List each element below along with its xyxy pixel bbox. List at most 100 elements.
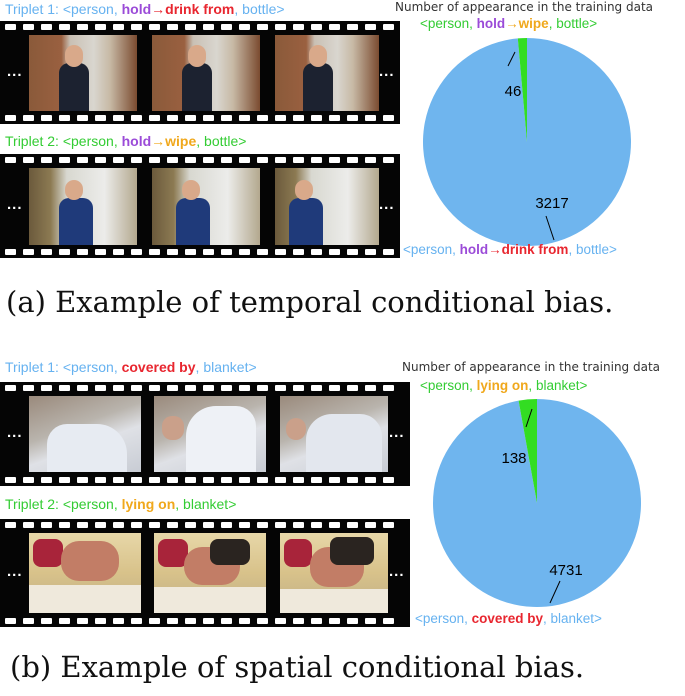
pie-slice-wipe [517, 38, 527, 142]
film-sprocket [185, 24, 196, 30]
film-sprocket [59, 522, 70, 528]
film-sprocket [203, 522, 214, 528]
arrow-glyph: → [151, 1, 166, 17]
film-sprocket [311, 618, 322, 624]
film-sprocket [275, 618, 286, 624]
film-sprocket [23, 618, 34, 624]
film-sprocket [203, 477, 214, 483]
film-sprocket [383, 522, 394, 528]
film-sprocket [95, 618, 106, 624]
film-sprocket [347, 477, 358, 483]
label-prefix: <person, [403, 242, 460, 257]
film-sprocket [293, 24, 304, 30]
film-sprocket [5, 249, 16, 255]
film-sprocket [275, 157, 286, 163]
film-sprocket [149, 24, 160, 30]
verb-hold: hold [476, 16, 506, 31]
film-sprocket [113, 618, 124, 624]
triplet-prefix: Triplet 1: <person, [5, 359, 122, 375]
film-strip-b2: ... ... [0, 519, 410, 627]
leader-line [507, 51, 516, 67]
film-sprocket [365, 157, 376, 163]
film-sprocket [59, 385, 70, 391]
caption-a: (a) Example of temporal conditional bias… [6, 285, 614, 319]
film-sprocket [365, 385, 376, 391]
film-sprocket [167, 115, 178, 121]
object-bottle: bottle> [204, 133, 247, 149]
leader-line [549, 580, 561, 604]
film-sprocket [59, 618, 70, 624]
film-sprocket [23, 522, 34, 528]
film-sprocket [329, 157, 340, 163]
relation-lying-on: lying on [476, 378, 529, 393]
film-sprocket [59, 115, 70, 121]
chart-title-b: Number of appearance in the training dat… [402, 360, 661, 374]
arrow-glyph: → [151, 133, 166, 149]
film-sprocket [131, 477, 142, 483]
film-sprocket [5, 477, 16, 483]
film-strip-a1: ... ... [0, 21, 400, 124]
film-sprocket [257, 24, 268, 30]
verb-wipe: wipe [165, 133, 197, 149]
pie-a-minor-label: <person, hold→wipe, bottle> [420, 16, 597, 31]
film-sprocket [23, 249, 34, 255]
film-sprocket [41, 157, 52, 163]
film-sprocket [185, 618, 196, 624]
ellipsis-right: ... [389, 424, 405, 441]
film-sprocket [275, 24, 286, 30]
film-sprocket [185, 115, 196, 121]
film-sprocket [257, 249, 268, 255]
film-sprocket [329, 24, 340, 30]
chart-title-a: Number of appearance in the training dat… [395, 0, 654, 14]
film-sprocket [365, 522, 376, 528]
pie-value-138: 138 [501, 450, 526, 467]
film-sprocket [131, 157, 142, 163]
film-sprocket [221, 522, 232, 528]
film-sprocket [5, 385, 16, 391]
film-sprocket [311, 157, 322, 163]
film-sprocket [257, 618, 268, 624]
film-sprocket [203, 157, 214, 163]
film-sprocket [293, 385, 304, 391]
object-blanket: blanket> [183, 496, 237, 512]
pie-value-4731: 4731 [549, 562, 582, 579]
pie-b-major-label: <person, covered by, blanket> [415, 611, 602, 626]
video-frame [154, 533, 266, 613]
film-sprocket [203, 249, 214, 255]
film-sprocket [257, 522, 268, 528]
film-sprocket [131, 522, 142, 528]
film-sprocket [383, 249, 394, 255]
film-sprocket [149, 157, 160, 163]
ellipsis-right: ... [379, 63, 395, 80]
ellipsis-left: ... [7, 563, 23, 580]
video-frame [275, 35, 379, 111]
film-sprocket [95, 385, 106, 391]
film-sprocket [5, 115, 16, 121]
film-sprocket [275, 477, 286, 483]
film-sprocket [113, 157, 124, 163]
film-sprocket [347, 115, 358, 121]
film-sprocket [77, 385, 88, 391]
film-sprocket [149, 249, 160, 255]
film-sprocket [167, 385, 178, 391]
film-sprocket [239, 477, 250, 483]
film-sprocket [77, 157, 88, 163]
video-frame [29, 533, 141, 613]
film-sprocket [185, 522, 196, 528]
film-sprocket [257, 477, 268, 483]
film-sprocket [347, 385, 358, 391]
film-sprocket [221, 157, 232, 163]
film-sprocket [293, 249, 304, 255]
film-sprocket [185, 385, 196, 391]
film-sprocket [23, 115, 34, 121]
film-sprocket [275, 522, 286, 528]
film-sprocket [275, 115, 286, 121]
film-sprocket [203, 618, 214, 624]
film-sprocket [275, 385, 286, 391]
film-sprocket [221, 385, 232, 391]
film-sprocket [311, 477, 322, 483]
film-sprocket [95, 24, 106, 30]
film-sprocket [365, 477, 376, 483]
film-sprocket [149, 618, 160, 624]
film-sprocket [167, 24, 178, 30]
